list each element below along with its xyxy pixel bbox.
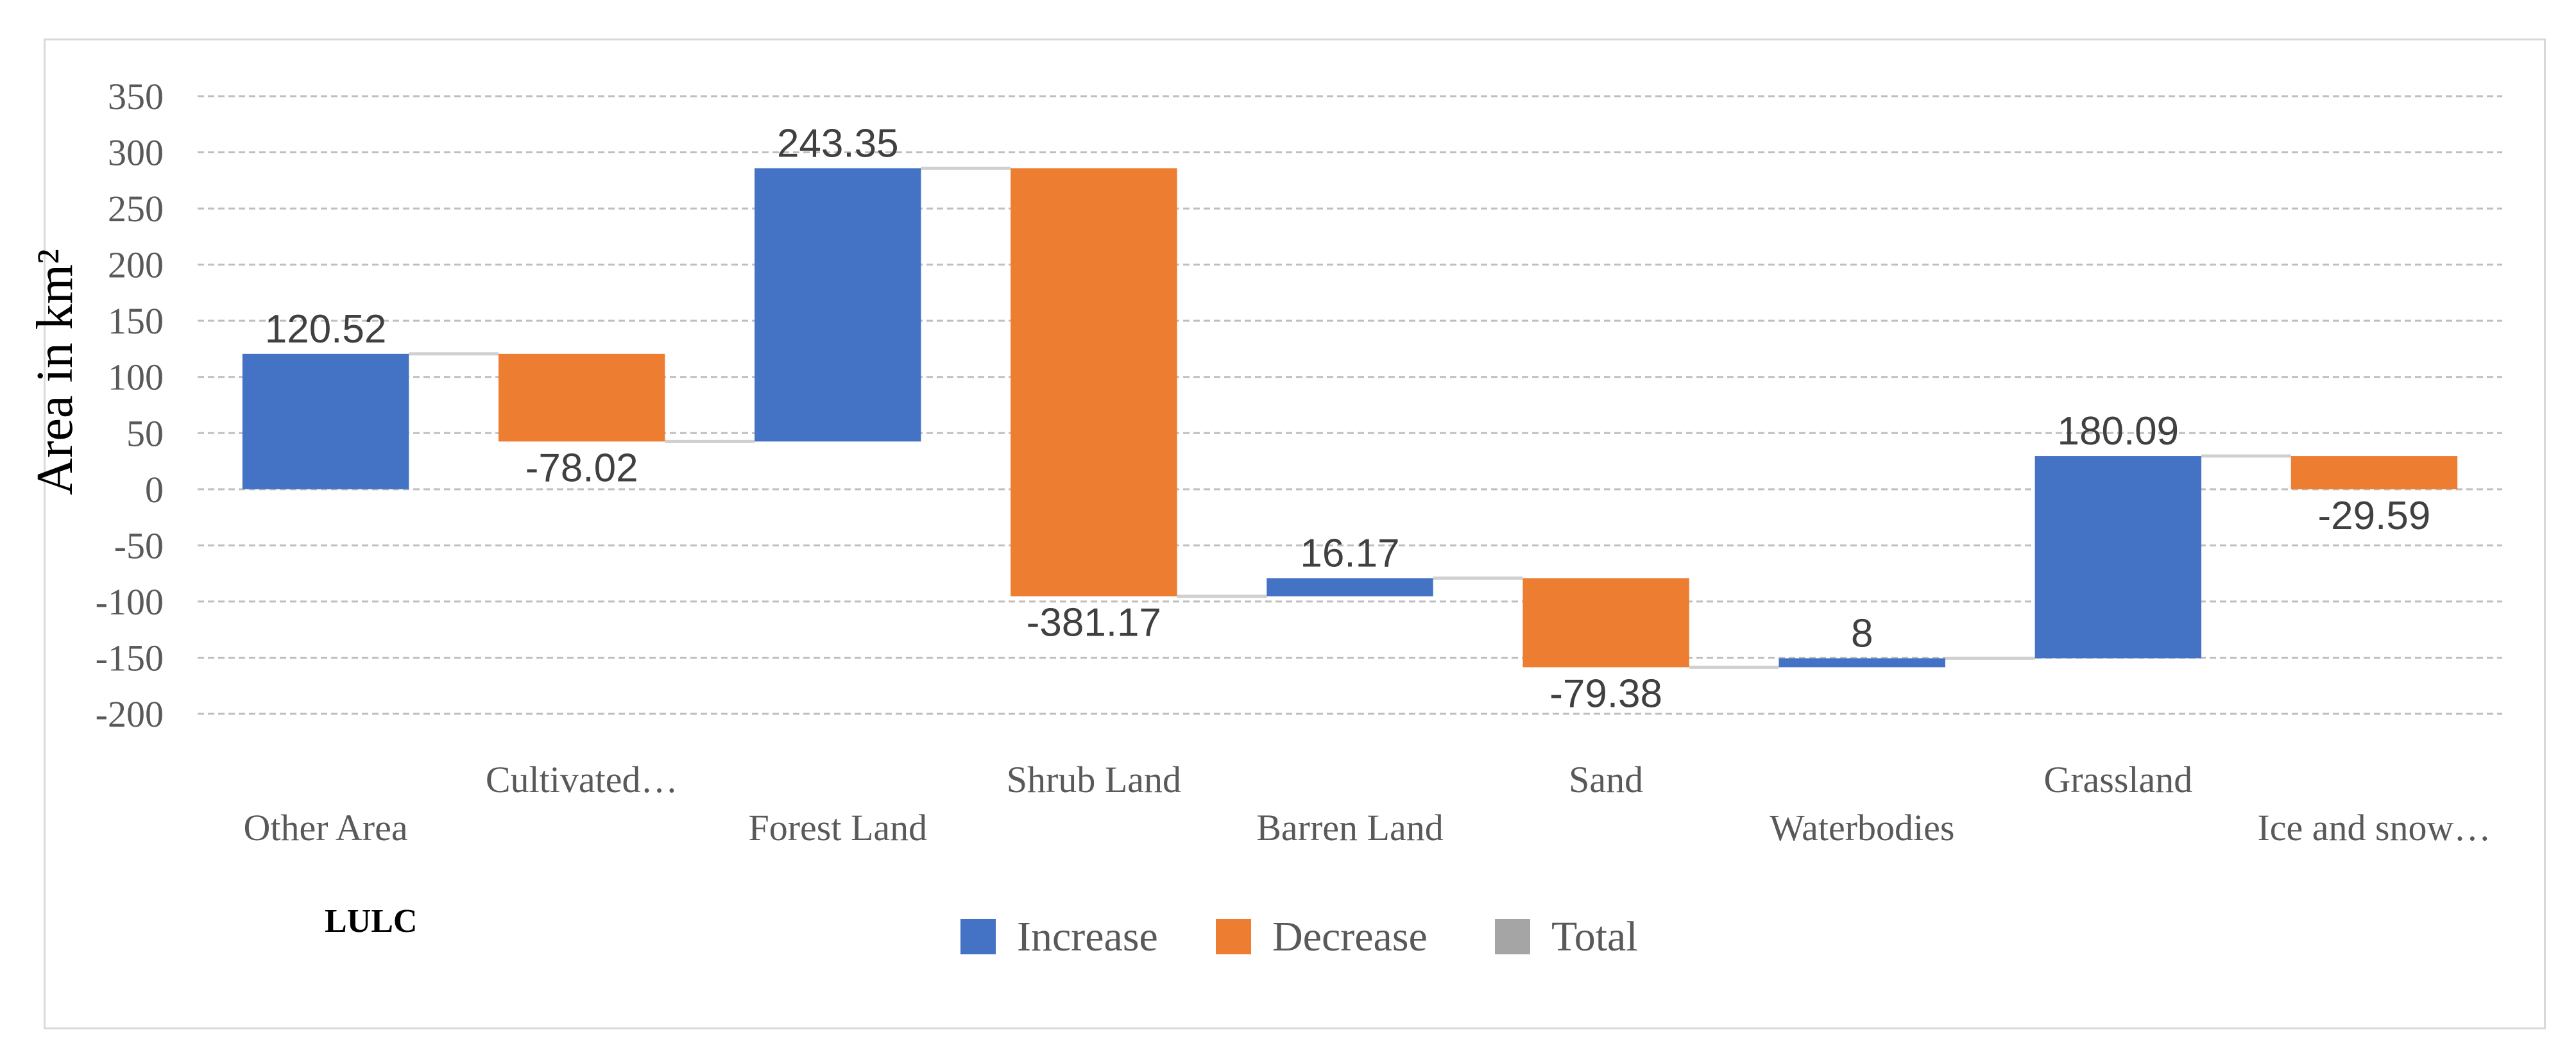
y-tick-label: 250 xyxy=(108,188,164,230)
y-tick-label: 150 xyxy=(108,300,164,342)
bar-shrub-land xyxy=(1011,168,1177,596)
x-category-label: Waterbodies xyxy=(1770,807,1954,849)
legend-label: Total xyxy=(1551,913,1638,960)
y-tick-label: -50 xyxy=(114,525,164,566)
x-category-label: Forest Land xyxy=(748,807,927,849)
x-category-label: Cultivated… xyxy=(486,759,678,800)
data-label: 16.17 xyxy=(1300,531,1399,575)
y-tick-label: -100 xyxy=(96,581,164,623)
connectors xyxy=(409,166,2291,669)
legend-swatch xyxy=(960,919,996,954)
data-label: -78.02 xyxy=(525,446,638,490)
y-tick-label: -150 xyxy=(96,637,164,679)
x-category-label: Shrub Land xyxy=(1007,759,1181,800)
x-category-label: Barren Land xyxy=(1256,807,1443,849)
y-tick-label: 350 xyxy=(108,76,164,117)
bar-grassland xyxy=(2034,456,2202,659)
gridlines xyxy=(198,95,2502,715)
x-category-label: Ice and snow… xyxy=(2257,807,2491,849)
bars xyxy=(242,168,2458,668)
legend-swatch xyxy=(1216,919,1251,954)
bar-cultivated xyxy=(498,353,665,442)
data-label: 180.09 xyxy=(2058,409,2179,453)
legend-swatch xyxy=(1495,919,1530,954)
x-category-label: Other Area xyxy=(244,807,408,849)
x-category-label: Grassland xyxy=(2043,759,2192,800)
y-axis-title: Area in km² xyxy=(27,249,83,495)
bar-ice-and-snow xyxy=(2290,456,2458,489)
x-category-label: Sand xyxy=(1569,759,1643,800)
y-tick-label: -200 xyxy=(96,693,164,735)
y-axis-ticks: 350 300 250 200 150 100 50 0 -50 -100 -150 -200 xyxy=(96,76,164,735)
bar-sand xyxy=(1523,578,1689,668)
y-tick-label: 300 xyxy=(108,132,164,174)
data-label: -381.17 xyxy=(1027,601,1161,645)
x-axis-categories: Other Area Cultivated… Forest Land Shrub La… xyxy=(244,759,2491,849)
legend: Increase Decrease Total xyxy=(960,913,1638,960)
data-label: -29.59 xyxy=(2318,494,2431,538)
data-label: -79.38 xyxy=(1549,671,1662,716)
bar-forest-land xyxy=(755,168,921,442)
bar-barren-land xyxy=(1267,578,1433,596)
y-tick-label: 200 xyxy=(108,244,164,286)
bar-other-area xyxy=(242,353,409,489)
data-label: 8 xyxy=(1851,611,1873,655)
bar-waterbodies xyxy=(1778,658,1945,668)
x-axis-title: LULC xyxy=(325,903,417,940)
data-labels: 120.52 -78.02 243.35 -381.17 16.17 -79.38 8 180… xyxy=(265,121,2431,716)
y-tick-label: 100 xyxy=(108,357,164,398)
data-label: 243.35 xyxy=(777,121,899,165)
legend-label: Decrease xyxy=(1272,913,1428,960)
y-tick-label: 50 xyxy=(126,412,164,454)
y-tick-label: 0 xyxy=(145,469,164,511)
legend-label: Increase xyxy=(1017,913,1158,960)
data-label: 120.52 xyxy=(265,307,387,351)
